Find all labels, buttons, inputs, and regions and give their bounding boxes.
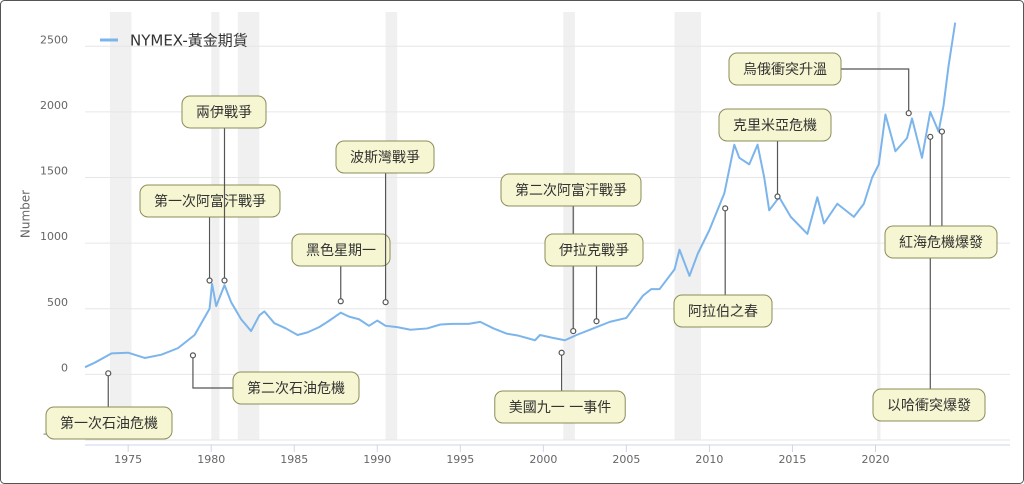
y-tick-label: 1000	[40, 230, 68, 243]
annotation-label: 第二次阿富汗戰爭	[515, 182, 627, 199]
band	[109, 12, 132, 440]
annotation: 黑色星期一	[291, 233, 391, 305]
annotation: 波斯灣戰爭	[335, 140, 435, 306]
annotation: 第二次石油危機	[189, 352, 360, 405]
annotation-box	[181, 95, 267, 129]
annotation-label: 第二次石油危機	[247, 380, 345, 397]
plot: -500050010001500200025001975198019851990…	[40, 12, 1010, 466]
x-tick-label: 1985	[280, 453, 308, 466]
y-tick-label: 2500	[40, 33, 68, 46]
x-tick-label: 2015	[778, 453, 806, 466]
y-tick-label: 500	[47, 296, 68, 309]
legend-label: NYMEX-黃金期貨	[130, 32, 248, 50]
annotation-box	[291, 233, 391, 267]
annotation-label: 兩伊戰爭	[196, 105, 252, 121]
annotation-point	[938, 128, 946, 135]
annotation-box	[728, 52, 842, 86]
annotation: 第一次阿富汗戰爭	[139, 184, 281, 284]
annotation: 兩伊戰爭	[181, 95, 267, 284]
annotation-box	[494, 390, 626, 424]
band	[674, 12, 702, 440]
annotation-point	[221, 277, 228, 284]
annotation-point	[189, 352, 197, 359]
y-tick-label: 1500	[40, 165, 68, 178]
annotation-box	[45, 406, 173, 440]
annotation-point	[722, 205, 729, 212]
annotation-point	[206, 277, 213, 284]
band	[385, 12, 398, 440]
annotation-label: 阿拉伯之春	[688, 304, 758, 320]
annotation-point	[927, 133, 934, 140]
annotation-box	[500, 173, 642, 207]
annotation-box	[872, 388, 986, 422]
annotation-label: 紅海危機爆發	[899, 235, 983, 251]
annotation: 以哈衝突爆發	[872, 133, 986, 422]
band	[563, 12, 575, 440]
annotation-point	[774, 193, 781, 200]
annotation-label: 美國九一 一事件	[509, 400, 611, 416]
annotation-label: 克里米亞危機	[733, 118, 817, 134]
annotation-label: 第一次石油危機	[60, 415, 158, 432]
annotation-box	[544, 233, 644, 267]
annotation-box	[232, 371, 360, 405]
annotation-label: 黑色星期一	[306, 242, 376, 259]
series-line	[84, 22, 957, 369]
annotation-box	[884, 225, 998, 259]
y-tick-label: 2000	[40, 99, 68, 112]
x-tick-label: 2005	[612, 453, 640, 466]
y-axis-label: Number	[19, 190, 33, 238]
annotation: 烏俄衝突升溫	[728, 52, 912, 117]
annotation-label: 波斯灣戰爭	[350, 150, 420, 166]
annotation-box	[718, 108, 832, 142]
x-tick-label: 2020	[861, 453, 889, 466]
x-tick-label: 2000	[529, 453, 557, 466]
x-tick-label: 1990	[363, 453, 391, 466]
x-tick-label: 2010	[695, 453, 723, 466]
annotation: 第一次石油危機	[45, 370, 173, 440]
x-tick-label: 1995	[446, 453, 474, 466]
annotation-box	[139, 184, 281, 218]
band	[877, 12, 881, 440]
annotation-point	[593, 318, 600, 325]
band	[211, 12, 220, 440]
y-tick-label: 0	[61, 361, 68, 374]
annotation-connector	[192, 355, 233, 389]
annotation-box	[335, 140, 435, 174]
annotation-point	[570, 327, 577, 335]
annotation-label: 第一次阿富汗戰爭	[154, 193, 266, 210]
annotation-connector	[841, 68, 910, 114]
annotation-label: 伊拉克戰爭	[559, 243, 629, 259]
annotation: 美國九一 一事件	[494, 349, 626, 424]
annotation-box	[673, 294, 773, 328]
annotation-point	[105, 370, 112, 377]
annotation-label: 烏俄衝突升溫	[743, 61, 827, 78]
annotation: 克里米亞危機	[718, 108, 832, 200]
annotation-point	[382, 299, 389, 306]
annotation-point	[558, 349, 565, 356]
annotation-label: 以哈衝突爆發	[887, 398, 971, 414]
annotation-point	[337, 298, 344, 305]
annotation: 第二次阿富汗戰爭	[500, 173, 642, 335]
annotation: 阿拉伯之春	[673, 205, 773, 328]
annotation: 伊拉克戰爭	[544, 233, 644, 325]
x-tick-label: 1975	[114, 453, 142, 466]
annotation: 紅海危機爆發	[884, 128, 998, 259]
annotation-point	[905, 110, 912, 117]
x-tick-label: 1980	[197, 453, 225, 466]
